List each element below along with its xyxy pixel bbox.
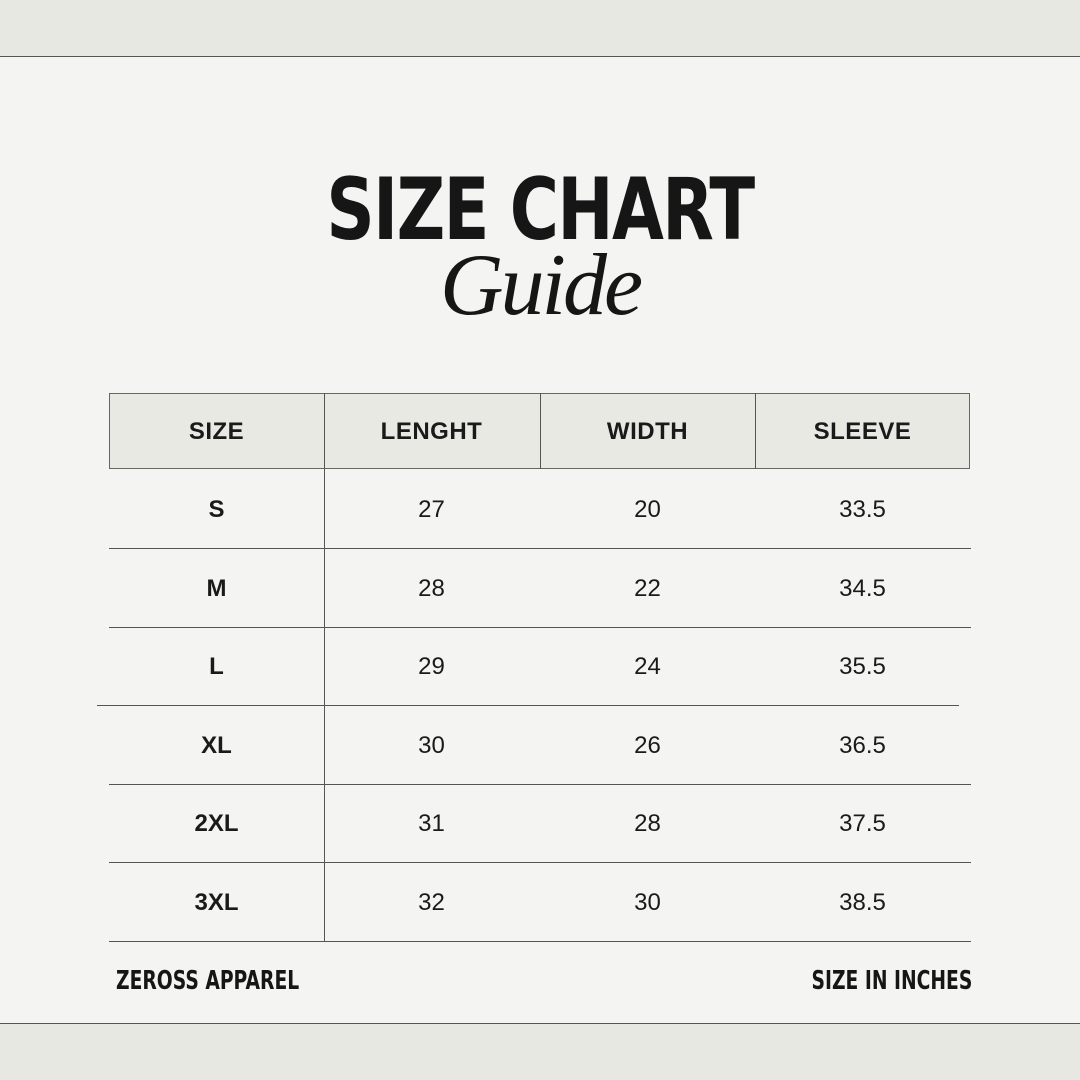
measurement-value: 28 — [418, 574, 445, 602]
brand-label: ZEROSS APPAREL — [116, 966, 300, 996]
row-divider — [109, 941, 971, 942]
table-header — [109, 393, 970, 469]
row-divider — [97, 705, 959, 706]
page-subtitle: Guide — [439, 237, 643, 334]
size-label: XL — [201, 731, 232, 759]
size-label: S — [208, 495, 225, 523]
measurement-value: 31 — [418, 810, 445, 837]
column-header: LENGHT — [380, 418, 483, 445]
measurement-value: 32 — [418, 888, 445, 916]
size-label: L — [209, 653, 224, 680]
measurement-value: 20 — [634, 495, 661, 523]
column-divider — [540, 393, 541, 469]
row-divider — [109, 548, 971, 549]
row-divider — [109, 627, 971, 628]
measurement-value: 30 — [634, 888, 661, 916]
column-header: SIZE — [188, 418, 245, 445]
measurement-value: 24 — [634, 653, 661, 680]
size-label: 3XL — [194, 888, 239, 916]
measurement-value: 36.5 — [839, 731, 886, 759]
row-divider — [109, 862, 971, 863]
page-title: SIZE CHART — [326, 160, 755, 260]
row-divider — [109, 784, 971, 785]
measurement-value: 29 — [418, 653, 445, 680]
measurement-value: 38.5 — [839, 888, 886, 916]
unit-note: SIZE IN INCHES — [811, 966, 972, 996]
measurement-value: 37.5 — [839, 810, 886, 837]
measurement-value: 35.5 — [839, 653, 886, 680]
measurement-value: 22 — [634, 574, 661, 602]
size-label: 2XL — [194, 810, 239, 837]
column-header: SLEEVE — [813, 418, 912, 445]
column-header: WIDTH — [606, 418, 689, 445]
measurement-value: 34.5 — [839, 574, 886, 602]
measurement-value: 28 — [634, 810, 661, 837]
measurement-value: 30 — [418, 731, 445, 759]
size-label: M — [206, 574, 227, 602]
column-divider — [324, 393, 325, 469]
column-divider — [755, 393, 756, 469]
measurement-value: 26 — [634, 731, 661, 759]
size-column-divider — [324, 469, 325, 941]
measurement-value: 27 — [418, 495, 445, 523]
measurement-value: 33.5 — [839, 495, 886, 523]
